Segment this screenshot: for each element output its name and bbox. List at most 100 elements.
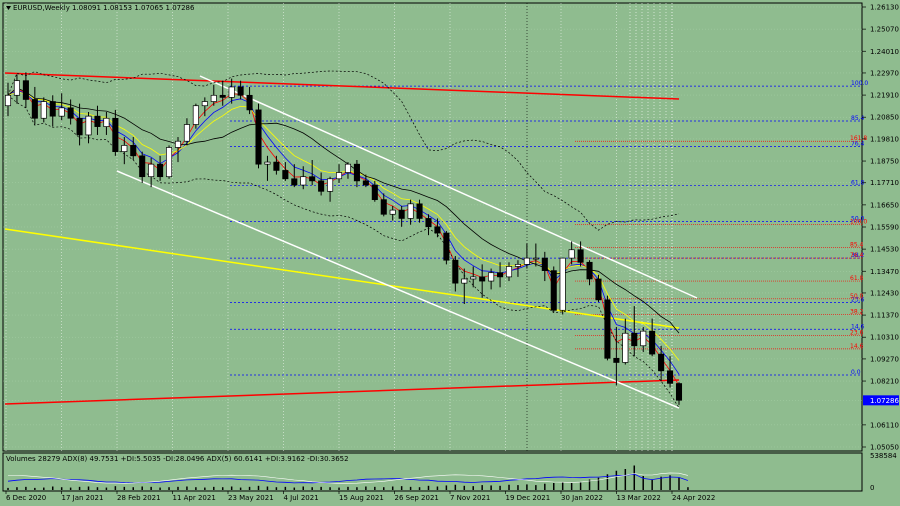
time-tick-label: 28 Feb 2021: [117, 494, 161, 502]
candle-body: [94, 115, 101, 127]
candle-body: [273, 161, 280, 171]
candle-body: [604, 299, 611, 359]
candle-body: [568, 249, 575, 259]
candle: [309, 159, 316, 186]
candle-body: [166, 147, 173, 178]
candle-body: [121, 145, 128, 152]
candle-body: [416, 203, 423, 219]
price-axis: 1.26130 1.25070 1.24010 1.22970 1.21910 1.208…: [862, 4, 899, 492]
candle: [76, 103, 83, 146]
candle-body: [112, 117, 119, 152]
candle-body: [31, 99, 38, 119]
yellow-trendline: [4, 228, 680, 329]
candle-body: [13, 80, 20, 96]
current-price-box: [863, 395, 899, 406]
candle-body: [300, 176, 307, 186]
resistance-trendline: [4, 72, 680, 100]
candle-body: [219, 94, 226, 98]
candle-body: [559, 257, 566, 311]
candle-body: [452, 259, 459, 284]
candle: [344, 162, 352, 179]
candle: [559, 257, 566, 315]
candle: [479, 264, 486, 298]
candle-body: [407, 203, 414, 219]
candle: [201, 97, 208, 117]
price-tick-label: 1.15590: [870, 224, 899, 232]
fib-red-label: 23.6: [850, 329, 864, 336]
candle-body: [353, 163, 360, 182]
fibonacci-levels: 100.085.476.461.850.038.223.614.60.0161.…: [230, 80, 868, 376]
candle: [532, 243, 539, 267]
candle-body: [148, 163, 155, 178]
candle-body: [505, 266, 513, 278]
candle-body: [443, 232, 450, 261]
candle-body: [586, 261, 593, 280]
candle-body: [434, 226, 441, 234]
fib-red-label: 38.2: [850, 308, 864, 315]
candle: [183, 118, 190, 146]
candle: [31, 86, 38, 125]
time-tick-label: 30 Jan 2022: [561, 494, 603, 502]
ma-red-line: [7, 87, 680, 386]
candle: [568, 241, 575, 265]
candle-body: [49, 101, 56, 117]
candle: [658, 345, 665, 382]
candle: [228, 78, 235, 104]
candle-body: [640, 330, 647, 347]
time-tick-label: 15 Aug 2021: [339, 494, 384, 502]
price-tick-label: 1.26130: [870, 4, 899, 12]
candle: [667, 356, 674, 388]
candle-body: [282, 170, 289, 180]
candle-body: [667, 370, 674, 384]
candle: [192, 103, 199, 129]
candle: [523, 243, 530, 269]
candle: [649, 318, 656, 357]
fib-red-label: 100.0: [850, 219, 867, 226]
price-tick-label: 1.14530: [870, 246, 899, 254]
candle-body: [631, 332, 638, 347]
candle: [640, 326, 647, 353]
time-tick-label: 4 Jul 2021: [284, 494, 319, 502]
candle: [291, 164, 298, 188]
candle: [85, 111, 92, 144]
candle-body: [488, 272, 495, 282]
candle-body: [183, 124, 190, 142]
candle-body: [479, 276, 486, 282]
price-tick-label: 1.22970: [870, 69, 899, 77]
candle-body: [335, 172, 343, 180]
bollinger-lower-line: [7, 95, 680, 409]
price-tick-label: 1.08210: [870, 378, 899, 386]
candle: [13, 74, 20, 104]
candle-body: [174, 140, 182, 148]
time-tick-label: 24 Apr 2022: [672, 494, 715, 502]
candle-body: [398, 209, 405, 219]
candle: [219, 80, 226, 106]
candle: [577, 241, 584, 267]
fib-blue-label: 38.2: [851, 252, 865, 259]
candle: [631, 306, 638, 357]
price-tick-label: 1.06110: [870, 421, 899, 429]
candle: [613, 326, 620, 386]
fib-blue-label: 61.8: [851, 180, 865, 187]
fib-blue-label: 85.4: [851, 115, 865, 122]
candle: [174, 137, 182, 163]
candle-body: [85, 115, 92, 136]
price-tick-label: 1.20850: [870, 114, 899, 122]
candle: [675, 382, 683, 405]
candle-body: [622, 332, 629, 363]
symbol-dropdown-icon[interactable]: [6, 6, 11, 10]
candle-body: [309, 176, 316, 182]
fib-blue-label: 14.6: [851, 323, 865, 330]
candle: [622, 318, 629, 365]
candle-body: [318, 180, 325, 192]
candle-body: [380, 199, 387, 215]
fib-red-label: 14.6: [850, 343, 864, 350]
candle: [264, 155, 271, 181]
candle: [407, 199, 414, 225]
candle: [443, 230, 450, 265]
candle-body: [103, 117, 110, 127]
candle: [461, 268, 468, 305]
candle-body: [362, 180, 369, 186]
